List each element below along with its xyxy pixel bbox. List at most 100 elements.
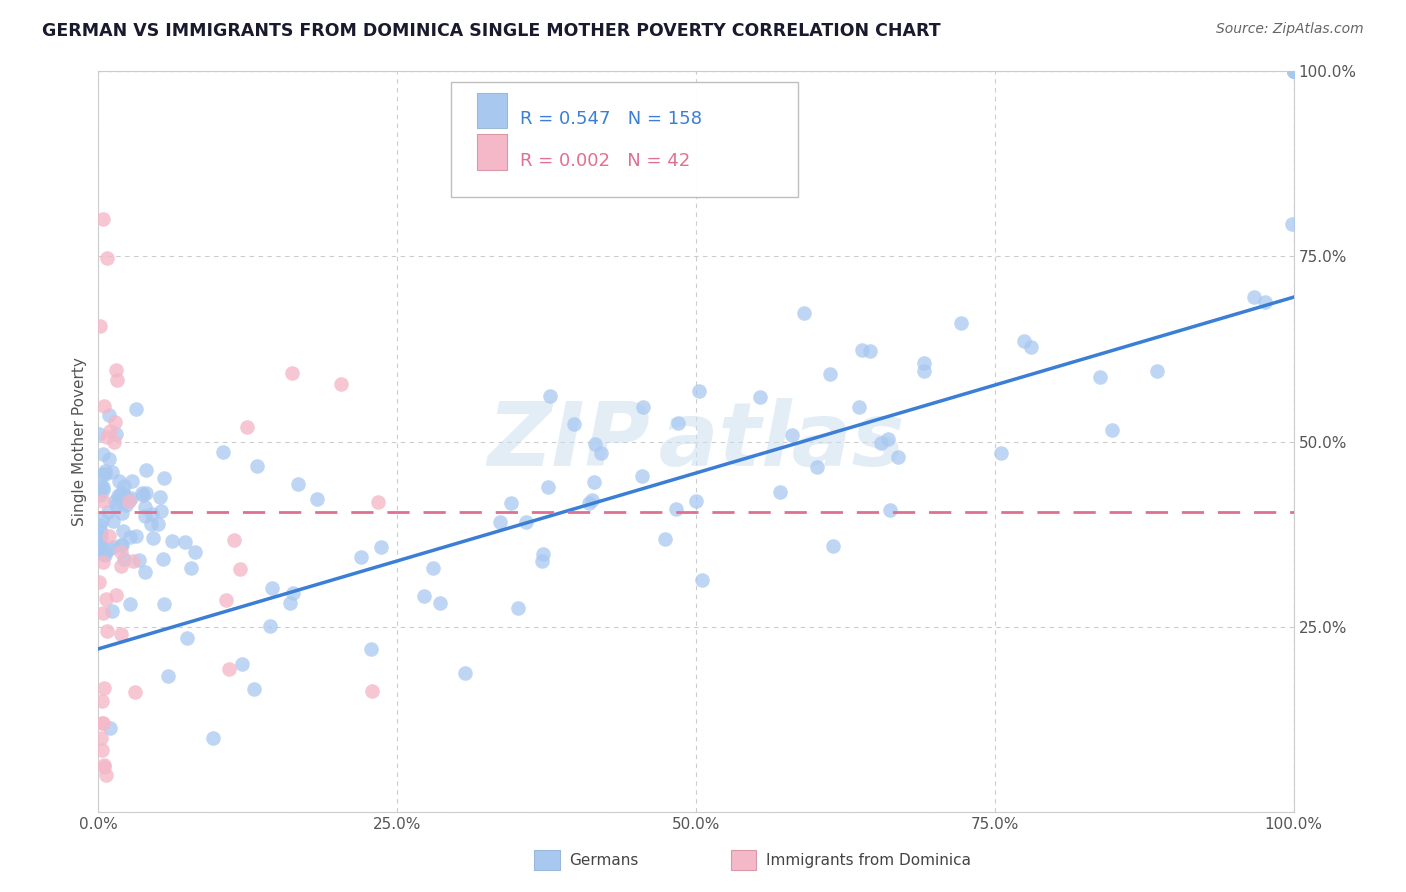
Point — [201, 731, 224, 745]
Point — [150, 504, 173, 518]
Point — [124, 685, 146, 699]
Point — [688, 384, 710, 398]
FancyBboxPatch shape — [477, 93, 508, 128]
Point — [413, 589, 436, 603]
Point — [367, 495, 389, 509]
Point — [1012, 334, 1035, 348]
Point — [89, 426, 111, 441]
Point — [141, 516, 163, 531]
Point — [103, 540, 125, 554]
Point — [454, 666, 477, 681]
Point — [104, 494, 127, 508]
Point — [125, 528, 148, 542]
Point — [1282, 64, 1305, 78]
Point — [1282, 64, 1305, 78]
Point — [152, 471, 174, 485]
Point — [89, 531, 111, 545]
Point — [91, 694, 114, 708]
Text: Germans: Germans — [569, 854, 638, 868]
Text: Immigrants from Dominica: Immigrants from Dominica — [766, 854, 972, 868]
Point — [100, 465, 122, 479]
Point — [848, 401, 870, 415]
Point — [89, 537, 111, 551]
Text: Source: ZipAtlas.com: Source: ZipAtlas.com — [1216, 22, 1364, 37]
Text: R = 0.002   N = 42: R = 0.002 N = 42 — [520, 152, 690, 170]
Point — [633, 400, 655, 414]
Point — [98, 408, 121, 422]
Point — [89, 538, 111, 552]
Point — [1282, 64, 1305, 78]
Point — [281, 366, 304, 380]
Point — [1282, 64, 1305, 78]
Point — [1282, 64, 1305, 78]
Point — [94, 592, 117, 607]
Point — [105, 588, 128, 602]
Point — [260, 581, 283, 595]
Point — [665, 502, 688, 516]
Point — [128, 553, 150, 567]
Point — [135, 463, 157, 477]
Point — [1282, 64, 1305, 78]
Point — [231, 657, 253, 672]
Point — [120, 530, 142, 544]
Point — [152, 551, 174, 566]
Point — [132, 488, 155, 502]
Point — [90, 731, 112, 745]
Point — [118, 492, 141, 507]
Point — [1146, 364, 1168, 378]
Point — [105, 426, 128, 441]
Point — [97, 529, 120, 543]
Point — [1282, 64, 1305, 78]
Text: ZIP atlas: ZIP atlas — [488, 398, 904, 485]
Point — [89, 530, 111, 544]
Point — [112, 524, 135, 539]
Point — [176, 632, 198, 646]
Point — [912, 356, 935, 370]
Point — [131, 485, 153, 500]
Point — [91, 212, 114, 227]
Point — [91, 483, 114, 498]
Point — [1282, 64, 1305, 78]
Point — [235, 419, 257, 434]
Point — [111, 507, 134, 521]
Point — [243, 681, 266, 696]
Point — [104, 498, 127, 512]
Point — [1282, 64, 1305, 78]
Point — [685, 493, 707, 508]
Point — [98, 721, 121, 735]
Point — [91, 480, 114, 494]
Point — [1282, 64, 1305, 78]
Point — [877, 432, 900, 446]
Point — [793, 306, 815, 320]
Point — [122, 554, 145, 568]
Point — [97, 506, 120, 520]
Point — [538, 389, 561, 403]
Point — [851, 343, 873, 357]
Point — [125, 402, 148, 417]
Point — [1088, 369, 1111, 384]
Point — [1019, 341, 1042, 355]
Point — [562, 417, 585, 431]
Point — [112, 551, 135, 566]
Point — [110, 538, 132, 552]
Point — [87, 574, 110, 589]
Point — [422, 561, 444, 575]
Point — [94, 464, 117, 478]
Point — [330, 376, 353, 391]
Point — [146, 517, 169, 532]
Point — [89, 488, 111, 502]
Point — [769, 485, 792, 500]
Point — [112, 486, 135, 500]
Point — [589, 446, 612, 460]
Point — [157, 669, 180, 683]
Point — [110, 545, 132, 559]
Point — [103, 514, 125, 528]
Point — [818, 367, 841, 381]
Point — [583, 475, 606, 489]
Point — [89, 545, 111, 559]
Point — [112, 479, 135, 493]
Point — [134, 565, 156, 579]
Point — [1282, 64, 1305, 78]
Point — [104, 415, 127, 429]
Point — [90, 743, 112, 757]
